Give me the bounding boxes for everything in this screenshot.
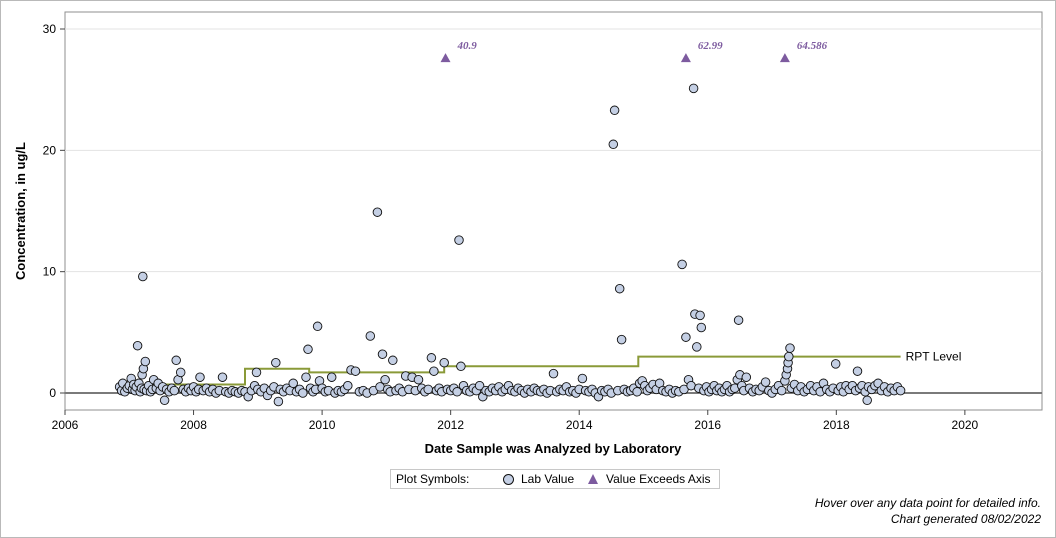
exceeds-value-label: 40.9 (457, 40, 478, 52)
exceeds-axis-triangle (440, 53, 451, 63)
lab-value-point (614, 283, 625, 294)
y-tick-label: 30 (43, 22, 57, 36)
lab-value-point (251, 367, 262, 378)
lab-value-point (632, 387, 642, 397)
rpt-level-label: RPT Level (906, 350, 962, 364)
x-tick-label: 2018 (823, 418, 850, 432)
lab-value-point (413, 374, 424, 385)
lab-value-point (696, 322, 707, 333)
lab-value-point (140, 356, 151, 367)
lab-value-point (303, 344, 313, 355)
lab-value-point (830, 359, 841, 369)
lab-value-point (609, 105, 620, 116)
lab-value-point (388, 355, 398, 366)
legend-title: Plot Symbols: (396, 472, 470, 486)
lab-value-point (343, 380, 353, 391)
lab-value-point (380, 374, 390, 385)
generated-note: Chart generated 08/02/2022 (890, 512, 1041, 526)
x-tick-label: 2020 (952, 418, 979, 432)
lab-value-point (452, 387, 462, 397)
lab-value-point (301, 372, 311, 382)
lab-value-point (688, 83, 699, 94)
y-tick-label: 0 (49, 386, 56, 400)
exceeds-axis-triangle (779, 53, 790, 63)
y-tick-label: 20 (43, 143, 57, 157)
exceeds-axis-triangle-icon (588, 474, 598, 484)
legend-lab-value-label: Lab Value (521, 472, 575, 486)
lab-value-point (454, 235, 464, 245)
lab-value-point (548, 368, 559, 379)
lab-value-point (474, 380, 485, 391)
x-tick-label: 2006 (52, 418, 79, 432)
lab-value-point (784, 351, 794, 362)
lab-value-point (852, 366, 863, 376)
lab-value-point (377, 349, 388, 359)
lab-value-point (273, 396, 284, 407)
x-tick-label: 2008 (180, 418, 207, 432)
lab-value-point (423, 384, 433, 395)
x-tick-label: 2010 (309, 418, 336, 432)
lab-value-point (159, 395, 170, 406)
lab-value-point (326, 372, 337, 382)
lab-value-point (692, 342, 702, 352)
exceeds-value-label: 62.99 (698, 40, 723, 52)
lab-value-point (350, 366, 361, 376)
lab-value-point (138, 271, 148, 282)
lab-value-point (171, 355, 181, 366)
x-tick-label: 2012 (437, 418, 464, 432)
lab-value-point (426, 353, 437, 363)
lab-value-point (785, 343, 795, 353)
x-tick-label: 2014 (566, 418, 593, 432)
legend-exceeds-axis-label: Value Exceeds Axis (606, 472, 711, 486)
lab-value-point (439, 357, 449, 368)
exceeds-value-label: 64.586 (797, 40, 828, 52)
lab-value-point (271, 357, 281, 368)
lab-value-point (862, 395, 872, 406)
lab-value-point (681, 332, 691, 342)
lab-value-point (372, 207, 383, 217)
lab-value-point (312, 321, 323, 332)
hover-note: Hover over any data point for detailed i… (814, 496, 1041, 510)
lab-value-point (760, 377, 771, 387)
lab-value-point (616, 334, 627, 345)
lab-value-circle-icon (503, 474, 514, 485)
lab-value-point (677, 259, 687, 270)
lab-value-point (741, 372, 752, 382)
lab-value-point (298, 388, 308, 398)
lab-value-point (456, 361, 466, 372)
plot-symbols-legend: Plot Symbols: Lab Value Value Exceeds Ax… (390, 469, 720, 489)
lab-value-point (776, 385, 787, 396)
x-axis-title: Date Sample was Analyzed by Laboratory (425, 441, 682, 456)
lab-value-point (733, 315, 744, 325)
lab-value-point (695, 310, 705, 321)
lab-value-point (195, 372, 205, 382)
lab-value-point (288, 378, 298, 389)
y-tick-label: 10 (43, 265, 57, 279)
lab-value-point (365, 331, 376, 341)
y-axis-title: Concentration, in ug/L (13, 142, 28, 280)
lab-value-point (175, 367, 186, 378)
plot-area (64, 11, 1043, 411)
lab-value-point (217, 372, 228, 382)
lab-value-point (429, 366, 439, 376)
lab-value-point (132, 340, 143, 351)
lab-value-point (608, 139, 619, 150)
exceeds-axis-triangle (680, 53, 691, 63)
lab-value-point (169, 385, 180, 396)
lab-value-point (577, 373, 588, 384)
lab-value-point (895, 385, 906, 396)
x-tick-label: 2016 (694, 418, 721, 432)
